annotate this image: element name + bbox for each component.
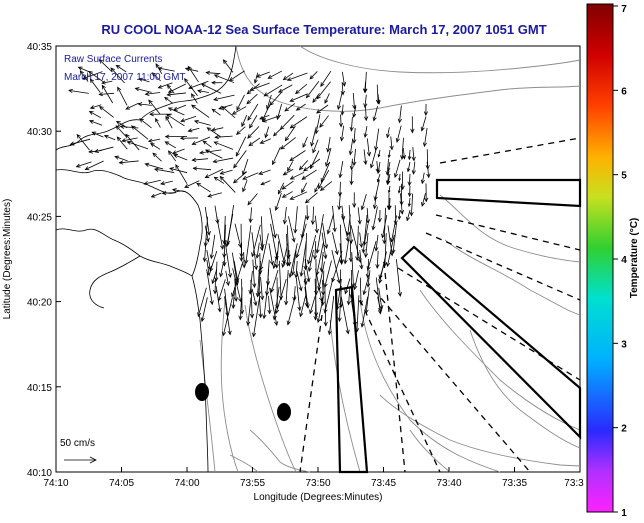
x-tick-label: 73:40 (436, 478, 461, 489)
y-axis-label: Latitude (Degrees:Minutes) (2, 199, 13, 320)
x-tick-label: 73:55 (240, 478, 265, 489)
y-tick-label: 40:15 (27, 383, 52, 394)
colorbar-tick-label: 5 (621, 171, 627, 182)
subtitle-currents: Raw Surface Currents (64, 54, 162, 65)
scale-label: 50 cm/s (60, 438, 95, 449)
x-tick-label: 73:3 (564, 478, 584, 489)
colorbar-label: Temperature (°C) (629, 218, 640, 299)
x-tick-label: 74:00 (174, 478, 199, 489)
x-axis-label: Longitude (Degrees:Minutes) (254, 492, 383, 503)
colorbar-tick-label: 1 (621, 508, 627, 518)
colorbar-ticks: 7 6 5 4 3 2 1 (613, 4, 627, 518)
subtitle-time: March 17, 2007 11:00 GMT (64, 72, 186, 83)
mooring-marker (277, 403, 291, 421)
map-title: RU COOL NOAA-12 Sea Surface Temperature:… (101, 22, 546, 37)
x-tick-label: 74:05 (109, 478, 134, 489)
x-tick-label: 73:35 (502, 478, 527, 489)
x-tick-label: 74:10 (43, 478, 68, 489)
x-tick-label: 73:45 (371, 478, 396, 489)
y-tick-label: 40:30 (27, 127, 52, 138)
mooring-marker (195, 383, 209, 401)
colorbar-tick-label: 2 (621, 424, 627, 435)
y-tick-label: 40:25 (27, 212, 52, 223)
y-tick-label: 40:20 (27, 298, 52, 309)
colorbar-tick-label: 4 (621, 255, 627, 266)
temperature-colorbar (587, 4, 613, 512)
colorbar-tick-label: 7 (621, 4, 627, 15)
colorbar-tick-label: 6 (621, 86, 627, 97)
y-tick-label: 40:35 (27, 42, 52, 53)
colorbar-tick-label: 3 (621, 339, 627, 350)
y-tick-label: 40:10 (27, 468, 52, 479)
x-tick-label: 73:50 (305, 478, 330, 489)
